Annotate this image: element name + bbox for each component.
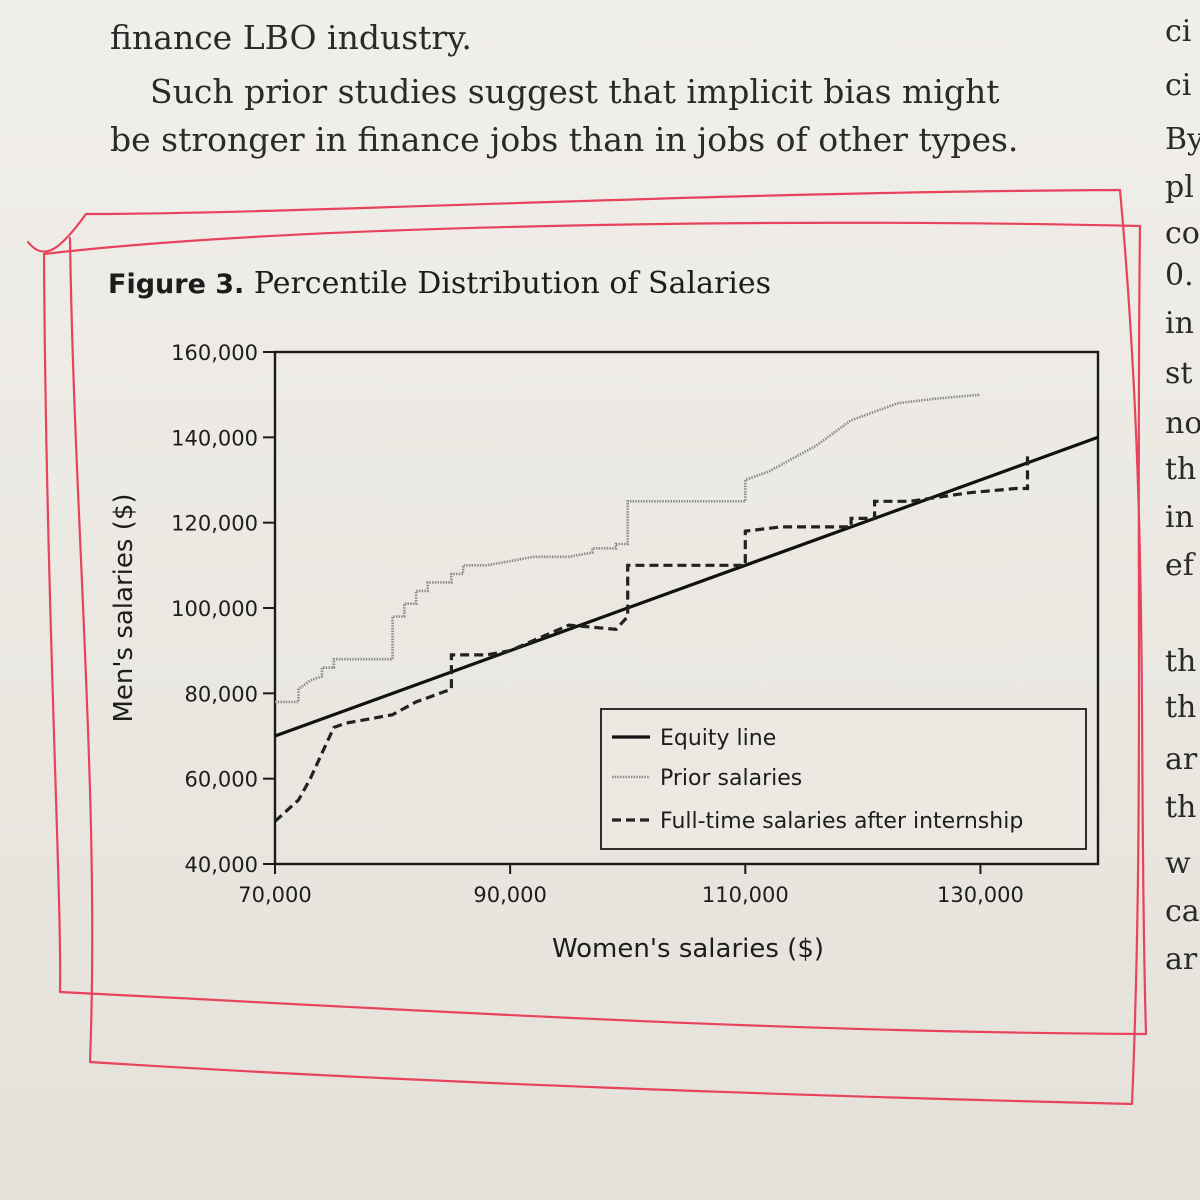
x-tick-label: 110,000 xyxy=(702,883,789,907)
chart-series xyxy=(273,393,1099,823)
y-tick-label: 80,000 xyxy=(185,682,258,706)
figure-title-text: Percentile Distribution of Salaries xyxy=(253,266,772,301)
y-tick-label: 40,000 xyxy=(185,853,258,877)
right-column-text: ci ci By pl co 0. in st no th in ef th th ar th w ca ar xyxy=(1165,0,1200,1200)
series-line xyxy=(274,435,1099,738)
legend-entry: Full-time salaries after internship xyxy=(660,809,1023,834)
y-axis-label: Men's salaries ($) xyxy=(109,493,139,722)
right-column-fragment: ca xyxy=(1165,894,1200,929)
series-line xyxy=(273,454,1030,823)
chart-legend: Equity line Prior salaries Full-time salar… xyxy=(600,708,1087,850)
right-column-fragment: no xyxy=(1165,406,1200,441)
right-column-fragment: st xyxy=(1165,356,1193,391)
right-column-fragment: th xyxy=(1165,644,1197,679)
right-column-fragment: in xyxy=(1165,306,1194,341)
right-column-fragment: in xyxy=(1165,500,1194,535)
y-tick-label: 100,000 xyxy=(171,597,258,621)
right-column-fragment: ci xyxy=(1165,14,1192,49)
red-annotation-box xyxy=(26,188,1148,1106)
prose-line: Such prior studies suggest that implicit… xyxy=(150,72,1000,111)
legend-entry: Prior salaries xyxy=(660,766,802,791)
right-column-fragment: 0. xyxy=(1165,258,1194,293)
right-column-fragment: co xyxy=(1165,216,1200,251)
legend-box xyxy=(600,708,1087,850)
y-tick-label: 160,000 xyxy=(171,341,258,365)
series-line xyxy=(275,393,981,704)
right-column-fragment: ar xyxy=(1165,742,1198,777)
y-tick-label: 120,000 xyxy=(171,512,258,536)
right-column-fragment: th xyxy=(1165,690,1197,725)
figure-number: Figure 3. xyxy=(108,269,245,300)
x-tick-label: 70,000 xyxy=(238,883,311,907)
y-tick-label: 60,000 xyxy=(185,768,258,792)
x-tick-label: 130,000 xyxy=(937,883,1024,907)
x-tick-label: 90,000 xyxy=(473,883,546,907)
axis-ticks: 40,000 60,000 80,000 100,000 120,000 140,000 1… xyxy=(171,341,1024,907)
prose-line: finance LBO industry. xyxy=(110,18,472,57)
right-column-fragment: th xyxy=(1165,452,1197,487)
right-column-fragment: ar xyxy=(1165,942,1198,977)
legend-entry: Equity line xyxy=(660,726,776,751)
right-column-fragment: By xyxy=(1165,122,1200,157)
x-axis-label: Women's salaries ($) xyxy=(552,934,824,964)
right-column-fragment: w xyxy=(1165,846,1191,881)
right-column-fragment: th xyxy=(1165,790,1197,825)
prose-line: be stronger in finance jobs than in jobs… xyxy=(110,120,1019,159)
figure-title: Figure 3. Percentile Distribution of Sal… xyxy=(108,266,771,301)
right-column-fragment: ci xyxy=(1165,68,1192,103)
right-column-fragment: pl xyxy=(1165,170,1194,205)
y-tick-label: 140,000 xyxy=(171,426,258,450)
right-column-fragment: ef xyxy=(1165,548,1194,583)
